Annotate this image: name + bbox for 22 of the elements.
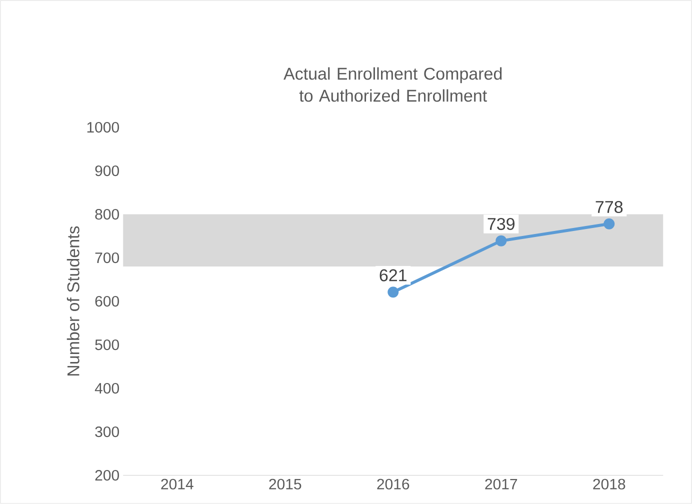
x-tick-label: 2014 xyxy=(161,478,194,490)
chart-title: Actual Enrollment Compared to Authorized Enrollment xyxy=(284,67,502,102)
y-tick-label: 1000 xyxy=(87,122,119,133)
point xyxy=(388,286,399,298)
x-tick-label: 2017 xyxy=(485,478,518,490)
y-tick-label: 500 xyxy=(95,339,119,350)
y-tick-label: 400 xyxy=(94,382,119,394)
y-axis-title: Number of Students xyxy=(66,226,80,376)
y-tick-label: 600 xyxy=(95,296,119,307)
y-tick-label: 800 xyxy=(95,208,119,220)
data-label: 621 xyxy=(380,269,406,282)
y-tick-label: 900 xyxy=(95,165,119,176)
y-tick-label: 700 xyxy=(95,252,119,264)
x-tick-label: 2016 xyxy=(377,478,410,490)
point xyxy=(496,235,507,246)
y-tick-label: 300 xyxy=(95,426,119,438)
data-label: 778 xyxy=(596,200,623,214)
y-tick-label: 200 xyxy=(95,470,119,481)
x-tick-label: 2018 xyxy=(593,478,626,490)
x-tick-label: 2015 xyxy=(269,478,302,490)
data-label: 739 xyxy=(488,218,514,230)
point xyxy=(604,218,615,230)
